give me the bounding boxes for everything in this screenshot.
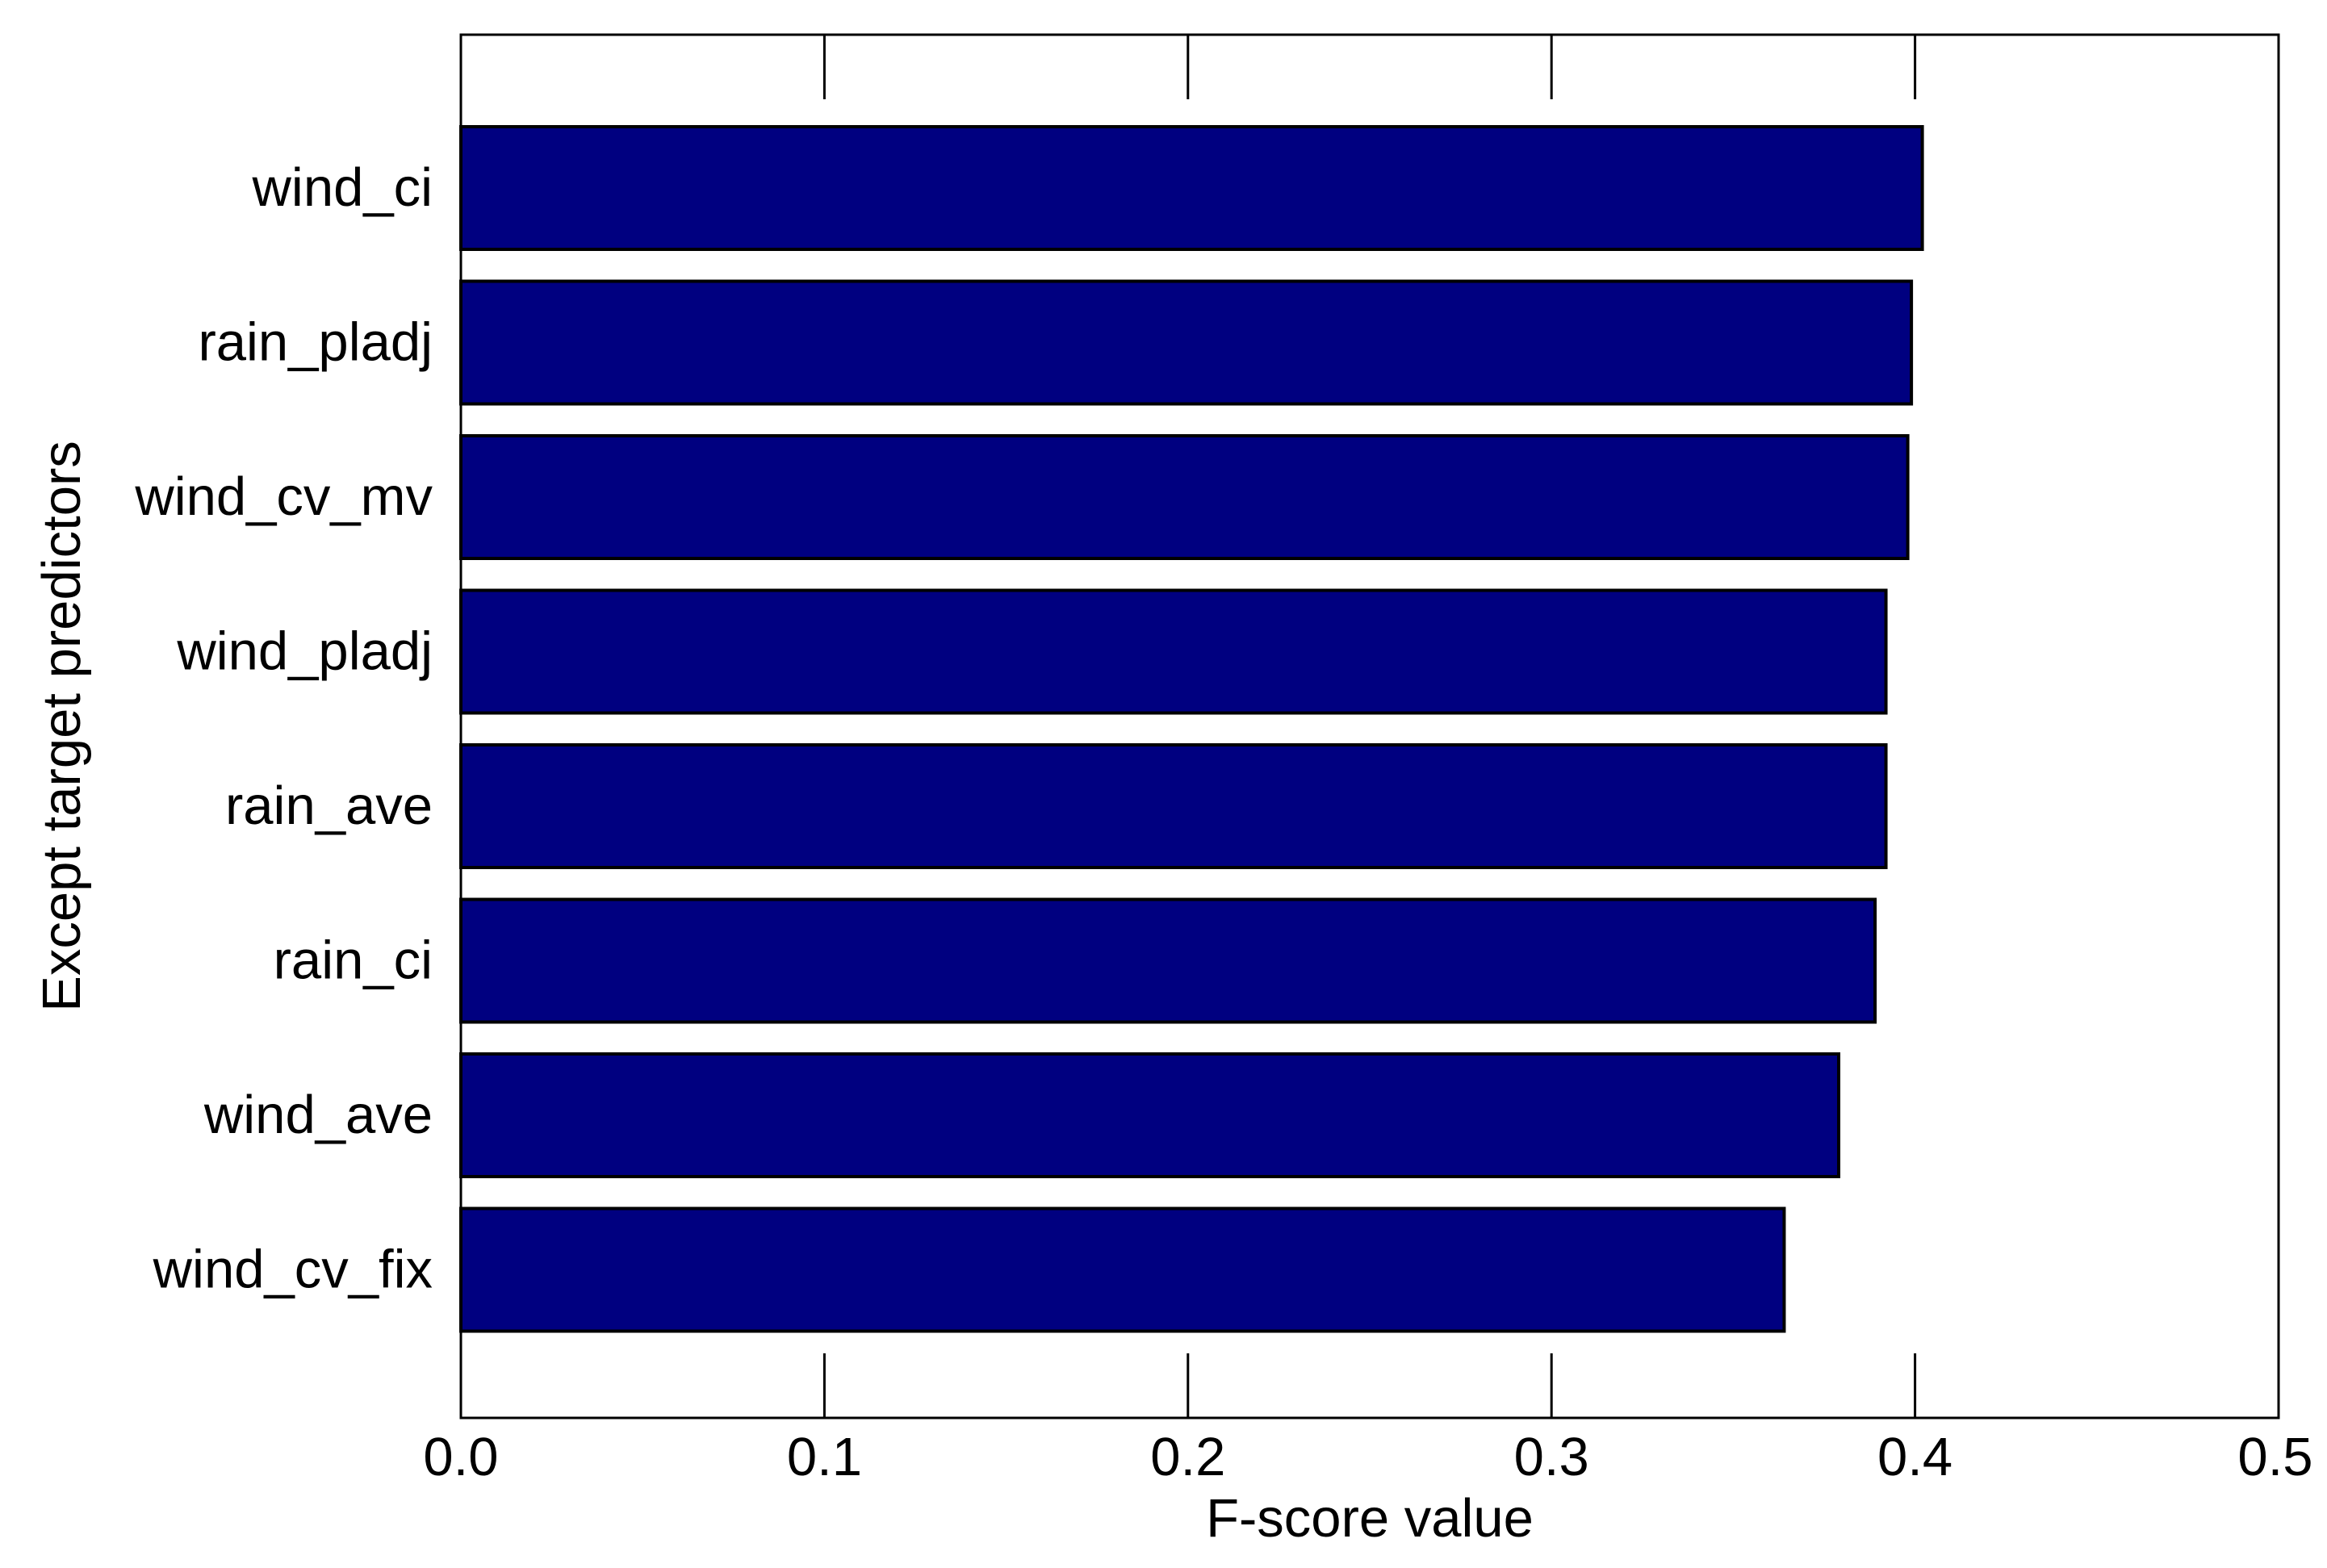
bar-wind_cv_mv (459, 434, 1910, 560)
bar-rain_ave (459, 743, 1888, 869)
bar-wind_pladj (459, 588, 1888, 715)
x-tick-labels: 0.0 0.1 0.2 0.3 0.4 0.5 (423, 1427, 2312, 1487)
bar-wind_ave (459, 1052, 1841, 1178)
y-tick-labels: wind_ci rain_pladj wind_cv_mv wind_pladjrai… (134, 157, 433, 1300)
y-tick-label: rain_ave (225, 776, 433, 836)
x-tick-label: 0.1 (787, 1427, 862, 1487)
x-axis-title: F-score value (1206, 1488, 1534, 1549)
x-tick-label: 0.3 (1514, 1427, 1589, 1487)
bar-wind_cv_fix (459, 1206, 1786, 1333)
y-tick-label: wind_cv_mv (134, 466, 433, 527)
y-tick-label: wind_ci (252, 157, 433, 218)
bar-wind_ci (459, 125, 1924, 251)
x-tick-label: 0.2 (1150, 1427, 1225, 1487)
y-tick-label: rain_ci (274, 930, 433, 991)
plot-frame (459, 33, 2280, 1420)
y-tick-label: wind_pladj (176, 621, 433, 682)
bars-group (459, 125, 1924, 1333)
y-tick-label: rain_pladj (198, 312, 433, 373)
x-tick-label: 0.5 (2237, 1427, 2312, 1487)
ticks-group (822, 35, 1917, 1418)
y-tick-label: wind_ave (203, 1085, 433, 1145)
bar-rain_pladj (459, 279, 1914, 406)
bar-rain_ci (459, 897, 1877, 1024)
y-tick-label: wind_cv_fix (153, 1240, 433, 1300)
y-axis-title: Except target predictors (31, 441, 92, 1012)
x-tick-label: 0.0 (423, 1427, 498, 1487)
x-tick-label: 0.4 (1877, 1427, 1952, 1487)
